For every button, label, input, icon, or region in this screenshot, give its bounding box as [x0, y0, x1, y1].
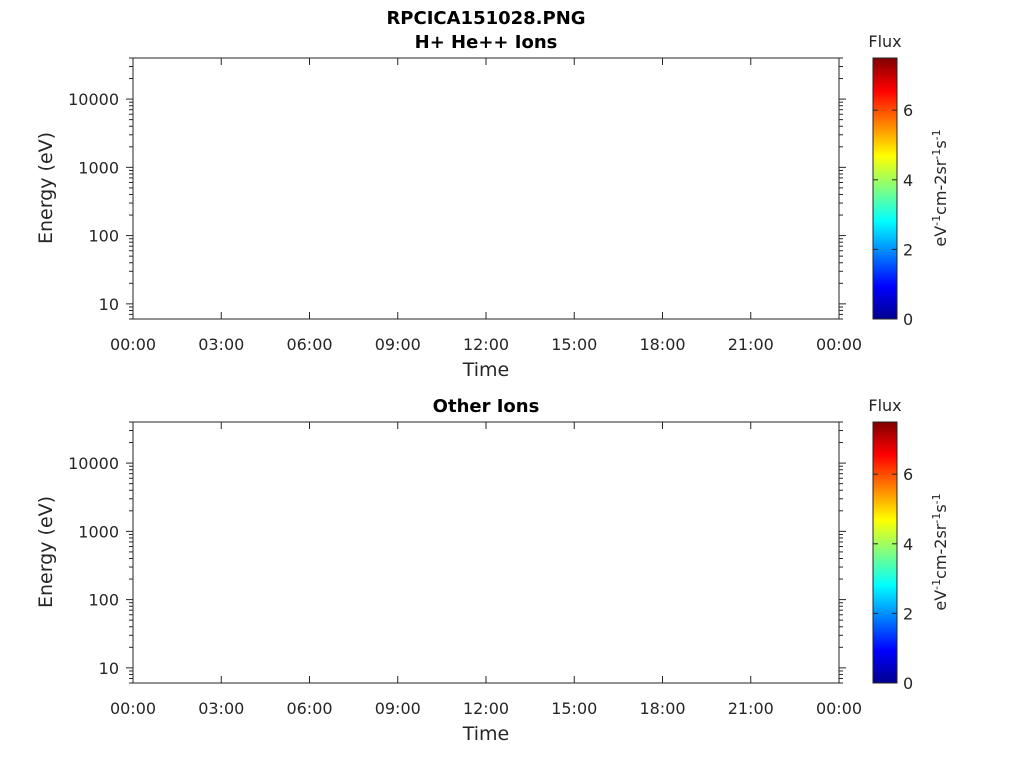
- x-tick-label: 18:00: [639, 335, 685, 354]
- x-axis: 00:00 03:00 06:00 09:00 12:00 15:00 18:00 21:00…: [110, 58, 862, 354]
- x-tick-label: 09:00: [375, 335, 421, 354]
- x-tick-label: 21:00: [728, 335, 774, 354]
- y-tick-label: 10000: [68, 90, 119, 109]
- y-tick-label: 10: [99, 295, 119, 314]
- x-tick-label: 00:00: [816, 335, 862, 354]
- colorbar-title: Flux: [868, 32, 901, 51]
- colorbar-ticks: 0 2 4 6: [873, 101, 913, 329]
- figure-title: RPCICA151028.PNG: [386, 8, 585, 29]
- y-tick-label: 1000: [78, 158, 119, 177]
- x-tick-label: 00:00: [110, 335, 156, 354]
- colorbar-label: eV-1cm-2sr-1s-1: [930, 129, 951, 246]
- colorbar-tick-label: 2: [903, 240, 913, 259]
- plot-frame: [132, 57, 840, 320]
- x-tick-label: 15:00: [551, 335, 597, 354]
- y-axis: 10 100 1000 10000: [68, 57, 846, 320]
- panel-title: Other Ions: [433, 396, 540, 417]
- x-tick-label: 03:00: [198, 335, 244, 354]
- colorbar-tick-label: 4: [903, 171, 913, 190]
- y-axis-label: Energy (eV): [35, 132, 57, 244]
- y-tick-label: 100: [88, 227, 119, 246]
- panel-title: H+ He++ Ions: [415, 32, 558, 53]
- colorbar-tick-label: 0: [903, 310, 913, 329]
- x-tick-label: 12:00: [463, 335, 509, 354]
- colorbar: [872, 57, 898, 320]
- x-axis-label: Time: [462, 359, 510, 381]
- panel-h-he-ions: H+ He++ Ions 00:00 03:00 06:00 09:00 12:00 15…: [35, 32, 950, 381]
- x-tick-label: 06:00: [286, 335, 332, 354]
- panel-other-ions: Other Ions 00:00 03:00 06:00 09:00 12:00 15:0…: [35, 396, 950, 745]
- colorbar-tick-label: 6: [903, 101, 913, 120]
